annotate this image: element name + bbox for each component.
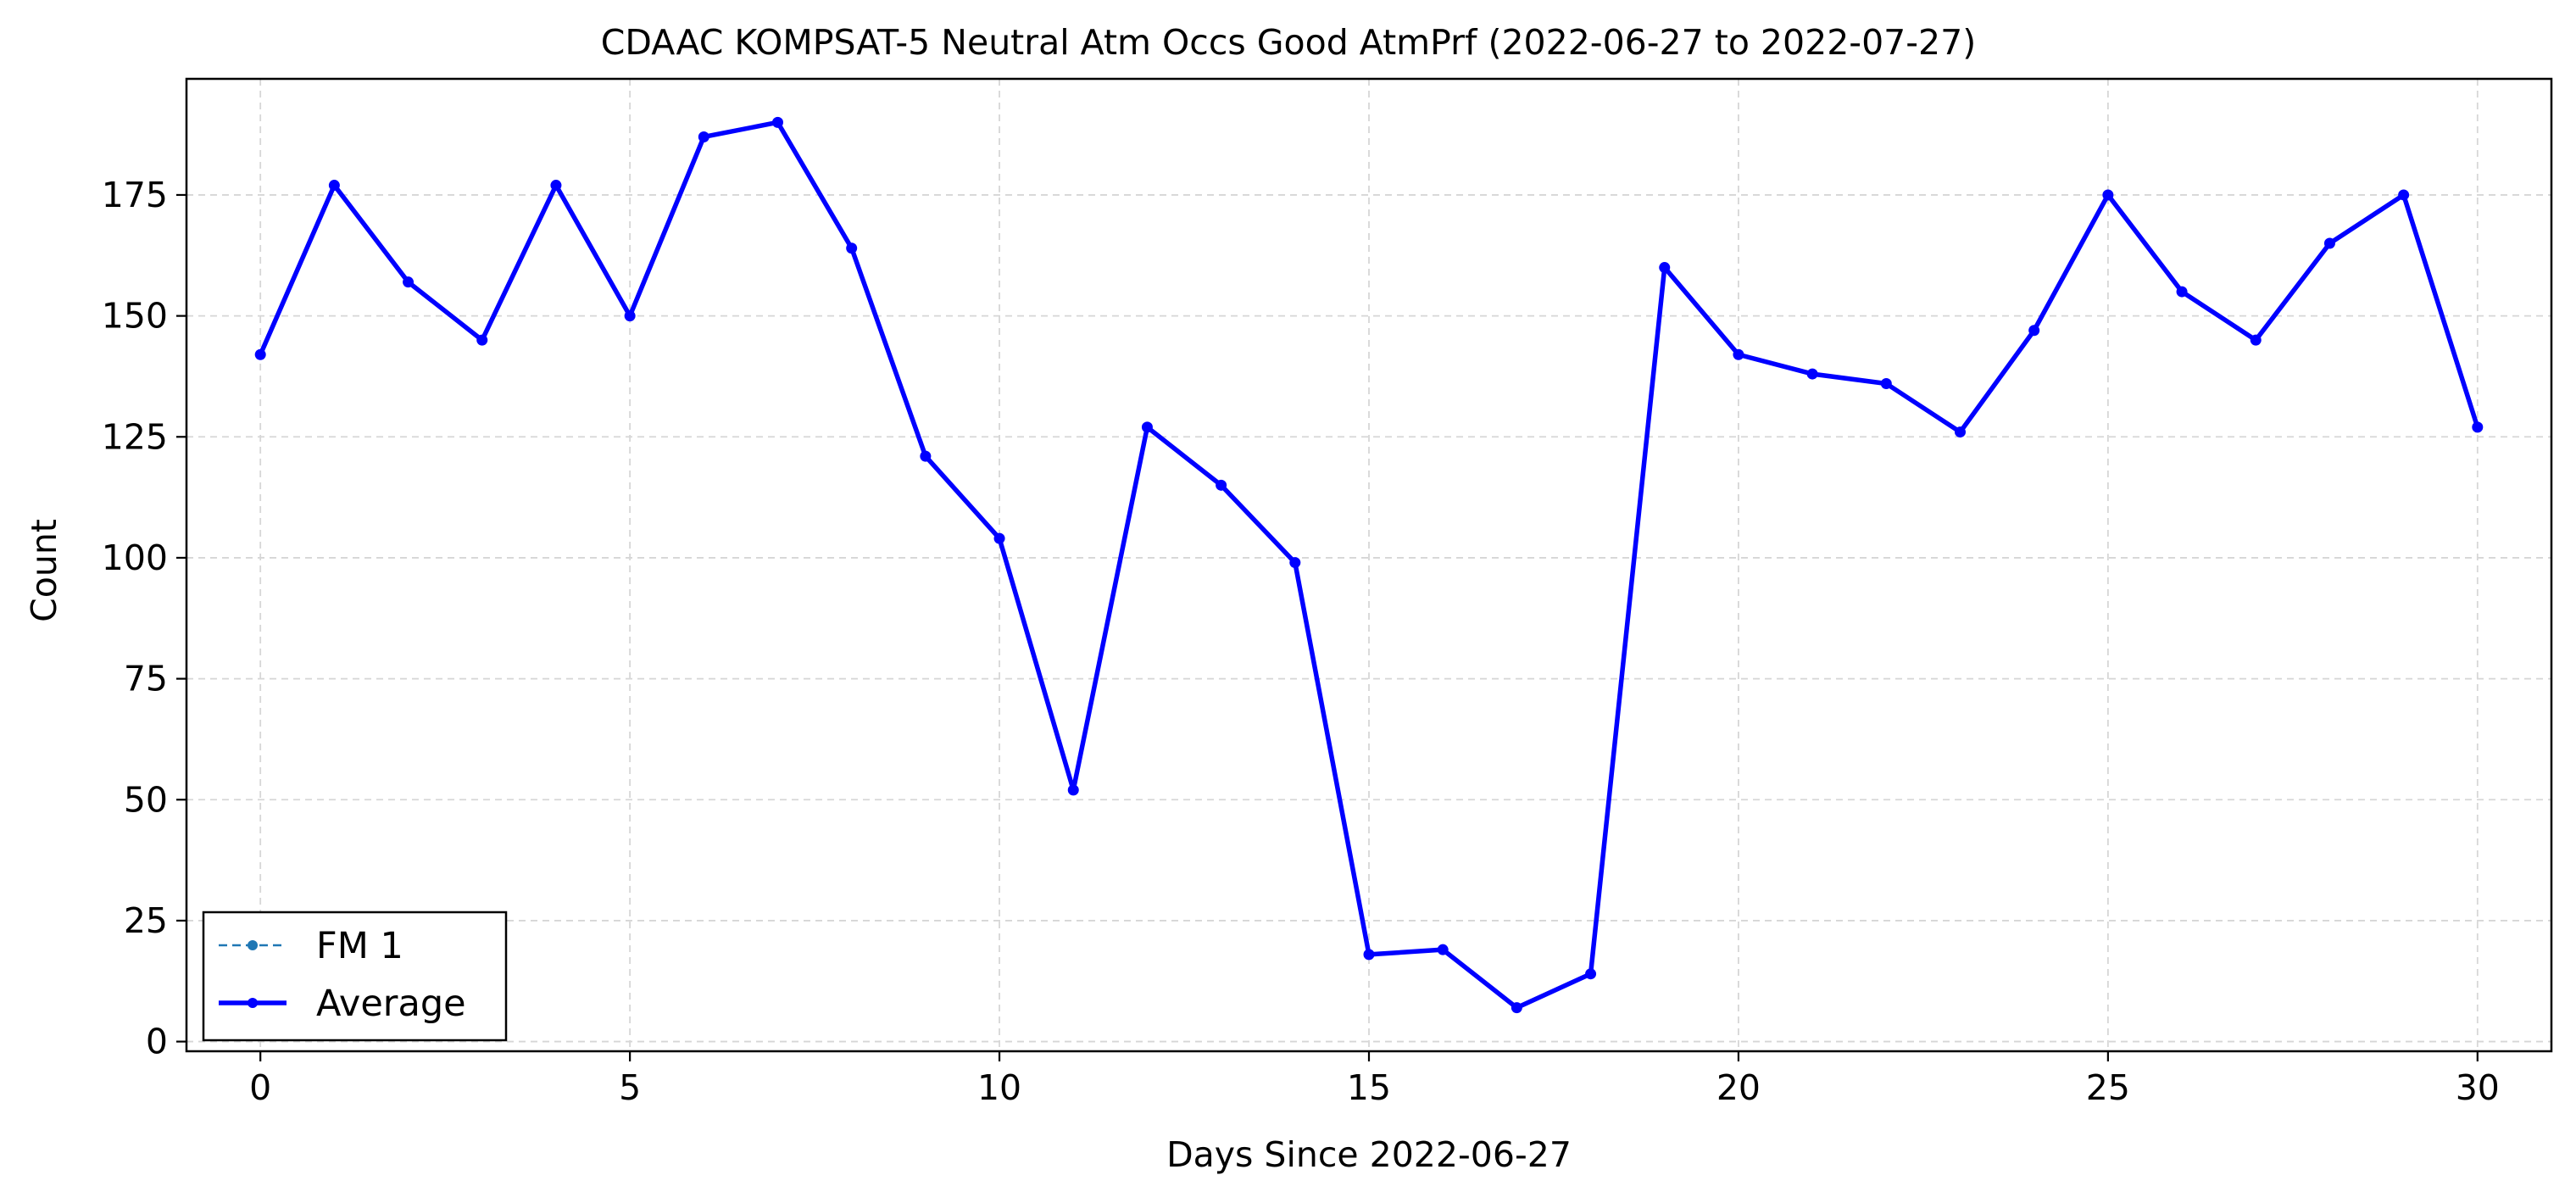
data-point-average: [1806, 368, 1818, 380]
x-tick-label: 10: [977, 1067, 1021, 1108]
chart-title: CDAAC KOMPSAT-5 Neutral Atm Occs Good At…: [601, 22, 1976, 63]
data-point-average: [403, 276, 414, 288]
data-point-average: [993, 532, 1005, 544]
y-tick-label: 0: [146, 1022, 168, 1062]
data-point-average: [476, 334, 488, 346]
data-point-average: [920, 450, 932, 462]
y-axis-label: Count: [24, 519, 64, 622]
legend-label-fm-1: FM 1: [316, 925, 403, 967]
data-point-average: [1880, 378, 1892, 390]
plot-frame: [185, 77, 2553, 1053]
data-point-average: [1216, 479, 1227, 491]
x-tick-label: 25: [2086, 1067, 2130, 1108]
data-point-average: [1511, 1002, 1522, 1014]
grid: [186, 79, 2551, 1051]
data-point-average: [772, 116, 783, 128]
axis-ticks: 0 5 10 15 20 25 30 0 25 50 75 100 125 150 175: [102, 175, 2500, 1108]
legend: FM 1 Average: [202, 911, 508, 1042]
y-tick-label: 100: [102, 537, 168, 578]
y-tick-label: 175: [102, 175, 168, 215]
legend-marker-average: [248, 998, 258, 1008]
data-point-average: [1585, 968, 1597, 980]
data-point-average: [624, 310, 636, 322]
legend-frame: [202, 911, 508, 1042]
data-point-average: [1733, 348, 1744, 360]
data-point-average: [2398, 189, 2410, 201]
data-point-average: [1437, 944, 1449, 955]
data-point-average: [2472, 421, 2484, 433]
x-tick-label: 0: [249, 1067, 271, 1108]
y-tick-label: 50: [124, 779, 168, 820]
data-point-average: [2176, 286, 2188, 298]
x-axis-label: Days Since 2022-06-27: [1166, 1134, 1572, 1175]
x-tick-label: 30: [2456, 1067, 2500, 1108]
data-point-average: [1363, 949, 1375, 961]
data-point-average: [698, 131, 709, 142]
x-tick-label: 15: [1347, 1067, 1391, 1108]
y-tick-label: 75: [124, 659, 168, 699]
y-tick-label: 150: [102, 296, 168, 337]
data-point-average: [1067, 784, 1079, 796]
x-tick-label: 5: [619, 1067, 641, 1108]
data-point-average: [1289, 557, 1301, 569]
legend-label-average: Average: [316, 983, 466, 1025]
data-point-average: [328, 180, 340, 192]
x-tick-label: 20: [1716, 1067, 1761, 1108]
series-layer: [254, 116, 2484, 1014]
data-point-average: [1659, 262, 1671, 274]
data-point-average: [846, 242, 858, 254]
data-point-average: [2102, 189, 2114, 201]
data-point-average: [2323, 237, 2335, 249]
data-point-average: [1955, 426, 1966, 438]
data-point-average: [550, 180, 562, 192]
data-point-average: [2028, 325, 2040, 337]
data-point-average: [254, 348, 266, 360]
data-point-average: [1141, 421, 1153, 433]
y-tick-label: 125: [102, 416, 168, 457]
y-tick-label: 25: [124, 900, 168, 941]
legend-marker-fm-1: [248, 940, 258, 950]
data-point-average: [2250, 334, 2262, 346]
